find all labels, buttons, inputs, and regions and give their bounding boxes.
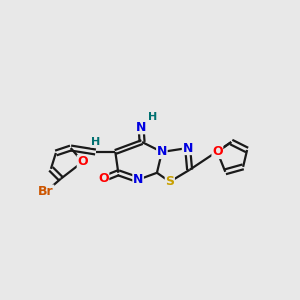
Text: Br: Br <box>38 185 54 198</box>
Text: H: H <box>148 112 158 122</box>
Text: H: H <box>91 137 100 147</box>
Text: N: N <box>182 142 193 154</box>
Text: O: O <box>77 155 88 168</box>
Text: N: N <box>136 121 146 134</box>
Text: N: N <box>157 146 167 158</box>
Text: O: O <box>212 146 223 158</box>
Text: O: O <box>98 172 109 185</box>
Text: N: N <box>133 173 143 186</box>
Text: S: S <box>165 175 174 188</box>
